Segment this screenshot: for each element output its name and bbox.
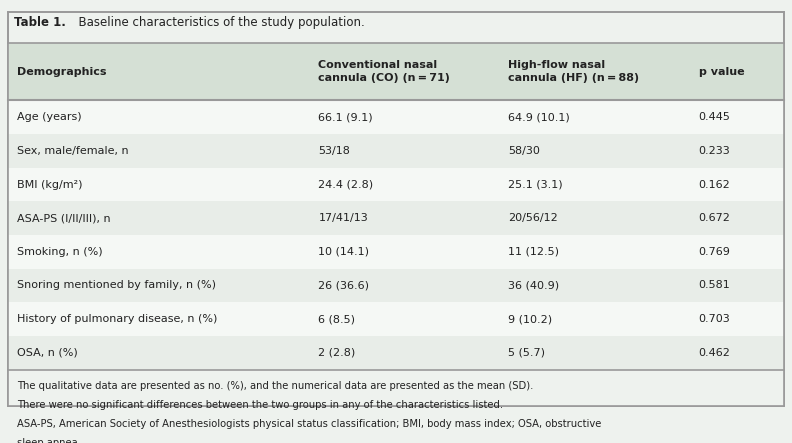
Text: ASA-PS, American Society of Anesthesiologists physical status classification; BM: ASA-PS, American Society of Anesthesiolo… <box>17 419 602 429</box>
Text: 11 (12.5): 11 (12.5) <box>508 247 559 257</box>
Text: 26 (36.6): 26 (36.6) <box>318 280 369 291</box>
Text: History of pulmonary disease, n (%): History of pulmonary disease, n (%) <box>17 314 218 324</box>
Text: High-flow nasal
cannula (HF) (n = 88): High-flow nasal cannula (HF) (n = 88) <box>508 60 640 83</box>
Text: 58/30: 58/30 <box>508 146 540 156</box>
Text: The qualitative data are presented as no. (%), and the numerical data are presen: The qualitative data are presented as no… <box>17 381 534 391</box>
Text: Smoking, n (%): Smoking, n (%) <box>17 247 103 257</box>
Text: 66.1 (9.1): 66.1 (9.1) <box>318 113 373 122</box>
Text: 2 (2.8): 2 (2.8) <box>318 348 356 358</box>
FancyBboxPatch shape <box>8 134 784 168</box>
FancyBboxPatch shape <box>8 336 784 369</box>
Text: Demographics: Demographics <box>17 67 107 77</box>
Text: Baseline characteristics of the study population.: Baseline characteristics of the study po… <box>71 16 365 29</box>
FancyBboxPatch shape <box>8 302 784 336</box>
Text: Conventional nasal
cannula (CO) (n = 71): Conventional nasal cannula (CO) (n = 71) <box>318 60 451 83</box>
FancyBboxPatch shape <box>8 101 784 134</box>
Text: 9 (10.2): 9 (10.2) <box>508 314 553 324</box>
Text: 0.445: 0.445 <box>699 113 730 122</box>
Text: 0.233: 0.233 <box>699 146 730 156</box>
Text: OSA, n (%): OSA, n (%) <box>17 348 78 358</box>
Text: 25.1 (3.1): 25.1 (3.1) <box>508 179 563 190</box>
Text: 17/41/13: 17/41/13 <box>318 213 368 223</box>
Text: p value: p value <box>699 67 744 77</box>
FancyBboxPatch shape <box>8 168 784 202</box>
Text: 10 (14.1): 10 (14.1) <box>318 247 369 257</box>
Text: 0.581: 0.581 <box>699 280 730 291</box>
Text: Sex, male/female, n: Sex, male/female, n <box>17 146 129 156</box>
Text: 0.769: 0.769 <box>699 247 730 257</box>
Text: ASA-PS (I/II/III), n: ASA-PS (I/II/III), n <box>17 213 111 223</box>
Text: 36 (40.9): 36 (40.9) <box>508 280 560 291</box>
Text: There were no significant differences between the two groups in any of the chara: There were no significant differences be… <box>17 400 504 410</box>
Text: 0.703: 0.703 <box>699 314 730 324</box>
Text: 64.9 (10.1): 64.9 (10.1) <box>508 113 570 122</box>
Text: 0.162: 0.162 <box>699 179 730 190</box>
Text: 24.4 (2.8): 24.4 (2.8) <box>318 179 374 190</box>
FancyBboxPatch shape <box>8 43 784 101</box>
FancyBboxPatch shape <box>8 202 784 235</box>
Text: Age (years): Age (years) <box>17 113 82 122</box>
FancyBboxPatch shape <box>8 268 784 302</box>
Text: BMI (kg/m²): BMI (kg/m²) <box>17 179 83 190</box>
FancyBboxPatch shape <box>8 12 784 406</box>
Text: 6 (8.5): 6 (8.5) <box>318 314 356 324</box>
Text: 5 (5.7): 5 (5.7) <box>508 348 546 358</box>
Text: Snoring mentioned by family, n (%): Snoring mentioned by family, n (%) <box>17 280 216 291</box>
Text: 53/18: 53/18 <box>318 146 350 156</box>
Text: sleep apnea.: sleep apnea. <box>17 438 82 443</box>
Text: 20/56/12: 20/56/12 <box>508 213 558 223</box>
Text: 0.672: 0.672 <box>699 213 730 223</box>
FancyBboxPatch shape <box>8 235 784 268</box>
FancyBboxPatch shape <box>8 369 784 406</box>
Text: Table 1.: Table 1. <box>14 16 66 29</box>
Text: 0.462: 0.462 <box>699 348 730 358</box>
